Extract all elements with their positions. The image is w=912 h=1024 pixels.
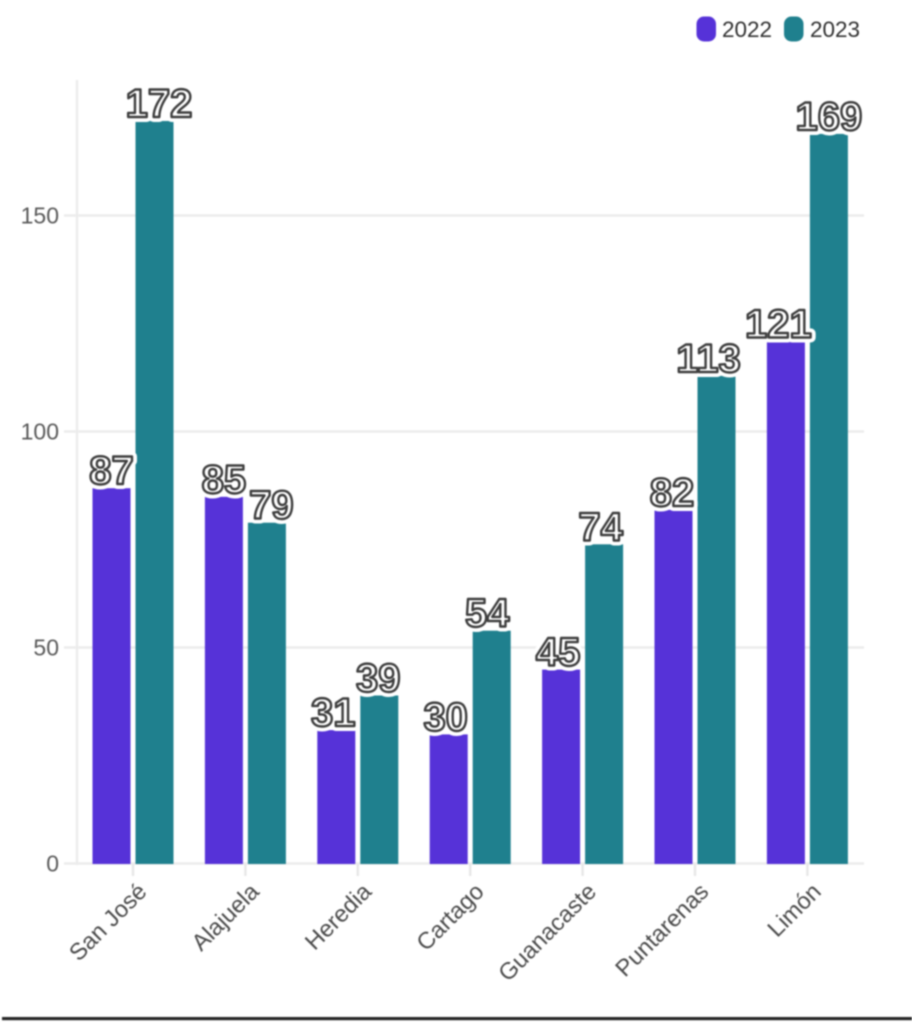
svg-text:85: 85 xyxy=(202,458,247,502)
svg-text:30: 30 xyxy=(423,695,468,739)
svg-text:79: 79 xyxy=(249,484,294,528)
svg-text:121: 121 xyxy=(745,302,812,346)
svg-text:79: 79 xyxy=(249,484,294,528)
svg-text:50: 50 xyxy=(33,635,59,661)
svg-text:87: 87 xyxy=(89,449,134,493)
svg-text:2023: 2023 xyxy=(810,17,860,42)
svg-text:121: 121 xyxy=(745,302,812,346)
svg-text:39: 39 xyxy=(356,657,401,701)
svg-text:45: 45 xyxy=(536,631,581,675)
svg-text:0: 0 xyxy=(46,851,59,877)
svg-text:100: 100 xyxy=(21,419,59,445)
svg-text:2022: 2022 xyxy=(722,17,772,42)
svg-text:82: 82 xyxy=(650,471,695,515)
svg-text:54: 54 xyxy=(465,592,510,636)
svg-text:87: 87 xyxy=(89,449,134,493)
svg-text:113: 113 xyxy=(676,337,741,381)
svg-text:172: 172 xyxy=(126,82,193,126)
svg-text:30: 30 xyxy=(423,695,468,739)
svg-text:45: 45 xyxy=(536,631,581,675)
svg-text:113: 113 xyxy=(676,337,741,381)
svg-text:74: 74 xyxy=(578,505,623,549)
svg-text:169: 169 xyxy=(796,95,863,139)
svg-text:172: 172 xyxy=(126,82,193,126)
svg-text:54: 54 xyxy=(465,592,510,636)
svg-text:150: 150 xyxy=(21,203,59,229)
svg-text:82: 82 xyxy=(650,471,695,515)
svg-text:74: 74 xyxy=(578,505,623,549)
svg-text:39: 39 xyxy=(356,657,401,701)
svg-text:169: 169 xyxy=(796,95,863,139)
svg-text:85: 85 xyxy=(202,458,247,502)
svg-text:31: 31 xyxy=(311,691,356,735)
svg-text:31: 31 xyxy=(311,691,356,735)
